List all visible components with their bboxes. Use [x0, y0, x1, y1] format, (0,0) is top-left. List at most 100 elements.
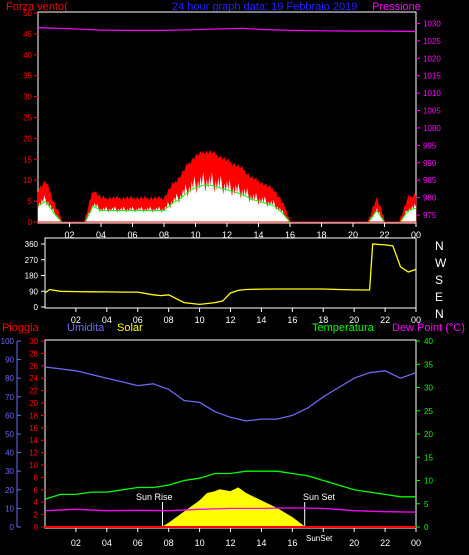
temperature-y-tick-label: 25: [424, 407, 433, 416]
x-tick-label: 12: [222, 230, 232, 240]
x-tick-label: 04: [102, 538, 112, 548]
wind-y-tick-label: 50: [23, 9, 32, 18]
x-tick-label: 00: [411, 230, 421, 240]
x-tick-label: 10: [195, 538, 205, 548]
rain-y-tick-label: 24: [29, 374, 38, 383]
rain-y-tick-label: 6: [34, 486, 39, 495]
rain-y-tick-label: 10: [29, 461, 38, 470]
temperature-y-tick-label: 30: [424, 384, 433, 393]
x-tick-label: 10: [195, 315, 205, 325]
rain-y-tick-label: 20: [29, 399, 38, 408]
x-tick-label: 18: [318, 315, 328, 325]
x-tick-label: 08: [164, 315, 174, 325]
x-tick-label: 08: [159, 230, 169, 240]
dewpoint-line: [44, 507, 417, 513]
x-tick-label: 18: [316, 230, 326, 240]
pressure-y-tick-label: 980: [423, 194, 437, 203]
direction-letter-n2: N: [435, 307, 444, 321]
rain-y-tick-label: 0: [34, 523, 39, 532]
direction-letter-w: W: [435, 256, 447, 270]
rain-y-tick-label: 14: [29, 436, 38, 445]
rain-y-tick-label: 26: [29, 362, 38, 371]
pressure-title: Pressione: [372, 1, 421, 13]
wind-y-tick-label: 35: [23, 72, 32, 81]
temperature-y-tick-label: 0: [424, 523, 429, 532]
wind-y-tick-label: 20: [23, 134, 32, 143]
pressure-y-tick-label: 990: [423, 159, 437, 168]
wind-y-tick-label: 40: [23, 51, 32, 60]
x-tick-label: 14: [256, 315, 266, 325]
direction-plot-frame: [44, 237, 417, 309]
humidity-line: [44, 366, 417, 422]
climate-plot: 0102030405060708090100024681012141618202…: [1, 337, 434, 548]
direction-y-tick-label: 90: [29, 287, 38, 296]
humidity-y-tick-label: 20: [5, 486, 14, 495]
humidity-y-tick-label: 40: [5, 449, 14, 458]
direction-plot: 0 90 180 270 360 02 04 06 08 10 12 14 16 18 20 22 00: [25, 240, 421, 325]
direction-letter-s: S: [435, 273, 443, 287]
x-tick-label: 04: [102, 315, 112, 325]
x-tick-label: 20: [349, 315, 359, 325]
temperature-y-tick-label: 10: [424, 477, 433, 486]
pressure-y-tick-label: 1015: [423, 72, 441, 81]
pressure-y-tick-label: 1005: [423, 107, 441, 116]
pressure-line: [37, 27, 417, 33]
wind-direction-line: [44, 243, 417, 306]
rain-y-tick-label: 22: [29, 387, 38, 396]
wind-y-tick-label: 15: [23, 155, 32, 164]
wind-y-tick-label: 0: [28, 218, 33, 227]
wind-pressure-plot: 0510152025303540455097598098599099510001…: [23, 9, 441, 240]
temperature-y-tick-label: 40: [424, 337, 433, 346]
rain-title: Pioggia: [2, 322, 40, 334]
x-tick-label: 12: [225, 315, 235, 325]
x-tick-label: 16: [287, 315, 297, 325]
pressure-y-tick-label: 1010: [423, 89, 441, 98]
rain-y-tick-label: 4: [34, 498, 39, 507]
direction-letter-n: N: [435, 239, 444, 253]
x-tick-label: 20: [348, 230, 358, 240]
x-tick-label: 00: [411, 315, 421, 325]
x-tick-label: 14: [256, 538, 266, 548]
temperature-y-tick-label: 20: [424, 430, 433, 439]
x-tick-label: 08: [164, 538, 174, 548]
pressure-y-tick-label: 1000: [423, 124, 441, 133]
direction-y-tick-label: 270: [25, 256, 39, 265]
humidity-title: Umidita: [67, 322, 105, 334]
rain-y-tick-label: 16: [29, 424, 38, 433]
x-tick-label: 04: [96, 230, 106, 240]
solar-title: Solar: [117, 322, 143, 334]
humidity-y-tick-label: 80: [5, 374, 14, 383]
direction-y-tick-label: 360: [25, 240, 39, 249]
humidity-y-tick-label: 70: [5, 393, 14, 402]
rain-y-tick-label: 12: [29, 449, 38, 458]
dewpoint-title: Dew Point (°C): [392, 322, 465, 334]
x-tick-label: 16: [285, 230, 295, 240]
wind-y-tick-label: 45: [23, 30, 32, 39]
x-tick-label: 22: [380, 538, 390, 548]
x-tick-label: 06: [133, 538, 143, 548]
humidity-y-tick-label: 60: [5, 411, 14, 420]
humidity-y-tick-label: 30: [5, 467, 14, 476]
rain-y-tick-label: 18: [29, 411, 38, 420]
sun-set-label: Sun Set: [303, 492, 336, 502]
temperature-y-tick-label: 15: [424, 453, 433, 462]
sun-rise-label: Sun Rise: [136, 492, 173, 502]
temperature-line: [44, 470, 416, 500]
x-tick-label: 22: [380, 315, 390, 325]
pressure-y-tick-label: 1020: [423, 54, 441, 63]
x-tick-label: 22: [379, 230, 389, 240]
chart-title: 24 hour graph data: 19 Febbraio 2019: [172, 1, 357, 13]
x-tick-label: 20: [349, 538, 359, 548]
x-tick-label: 16: [287, 538, 297, 548]
pressure-y-tick-label: 975: [423, 211, 437, 220]
wind-y-tick-label: 10: [23, 176, 32, 185]
sun-set-short-label: SunSet: [306, 534, 333, 543]
temperature-y-tick-label: 35: [424, 360, 433, 369]
pressure-y-tick-label: 1025: [423, 37, 441, 46]
wind-y-tick-label: 30: [23, 93, 32, 102]
wind-speed-area: [38, 172, 416, 222]
rain-y-tick-label: 28: [29, 349, 38, 358]
rain-y-tick-label: 2: [34, 511, 39, 520]
direction-y-tick-label: 0: [34, 303, 39, 312]
